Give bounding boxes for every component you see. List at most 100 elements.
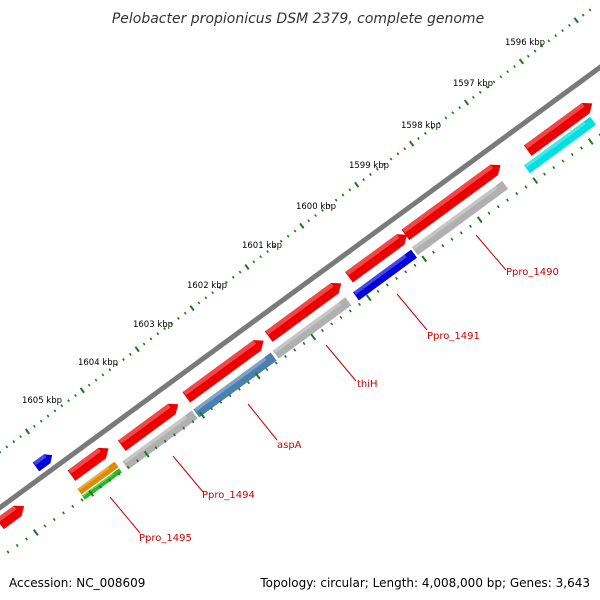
forward-gene-block[interactable] <box>117 399 182 451</box>
outer-ring-tick <box>74 393 77 397</box>
inner-ring-tick <box>108 478 112 482</box>
inner-ring-tick <box>496 205 500 209</box>
kbp-tick-label: 1600 kbp <box>296 202 336 212</box>
outer-ring-tick <box>53 409 57 413</box>
cyan-gene-block[interactable] <box>523 116 597 174</box>
forward-gene-block[interactable] <box>182 335 267 403</box>
outer-ring-tick <box>12 440 16 444</box>
kbp-tick-label: 1598 kbp <box>401 121 441 131</box>
outer-ring-tick <box>149 337 153 341</box>
gene-label[interactable]: Ppro_1490 <box>506 267 559 278</box>
inner-ring-tick <box>265 367 269 372</box>
gene-label[interactable]: Ppro_1491 <box>427 331 480 342</box>
gene-label-leader <box>247 403 278 441</box>
outer-ring-tick <box>286 234 290 238</box>
gene-block-ppro-1490[interactable] <box>411 180 509 256</box>
outer-ring-tick <box>389 157 393 161</box>
gene-block-ppro-1495-secondary[interactable] <box>81 468 123 500</box>
gene-label-leader <box>396 293 428 331</box>
outer-ring-tick <box>348 188 352 192</box>
outer-ring-tick <box>334 198 338 202</box>
outer-ring-tick <box>314 214 317 218</box>
kbp-tick-label: 1605 kbp <box>22 396 62 406</box>
outer-ring-tick <box>211 291 215 295</box>
outer-ring-tick <box>369 172 372 176</box>
outer-ring-tick <box>128 352 132 356</box>
outer-ring-tick <box>156 332 160 336</box>
inner-ring-tick <box>199 411 206 419</box>
inner-ring-tick <box>237 387 241 391</box>
outer-ring-tick <box>39 419 43 423</box>
outer-ring-tick <box>561 29 564 33</box>
outer-ring-tick <box>134 346 140 353</box>
gene-block-ppro-1495[interactable] <box>77 461 119 495</box>
outer-ring-tick <box>46 414 50 418</box>
inner-ring-tick <box>506 198 509 202</box>
forward-gene-block[interactable] <box>67 443 113 481</box>
gene-block-aspa[interactable] <box>193 352 277 418</box>
inner-ring-tick <box>15 543 19 548</box>
inner-ring-tick <box>348 309 352 313</box>
outer-ring-tick <box>478 90 482 94</box>
inner-ring-tick <box>365 294 372 302</box>
outer-ring-tick <box>375 167 379 171</box>
inner-coordinate-ring <box>6 133 600 554</box>
gene-block-ppro-1491[interactable] <box>353 249 417 301</box>
inner-ring-tick <box>254 372 261 380</box>
inner-ring-tick <box>476 216 483 224</box>
inner-ring-tick <box>247 380 250 385</box>
outer-ring-tick <box>87 383 91 387</box>
outer-ring-tick <box>327 203 331 207</box>
kbp-tick-label: 1601 kbp <box>242 241 282 251</box>
forward-gene-block[interactable] <box>523 98 596 156</box>
outer-ring-tick <box>547 39 551 43</box>
gene-label[interactable]: aspA <box>277 440 302 451</box>
gene-label[interactable]: Ppro_1494 <box>202 490 255 501</box>
kbp-tick-label: 1603 kbp <box>133 320 173 330</box>
inner-ring-tick <box>126 465 130 469</box>
kbp-tick-labels: 1596 kbp 1597 kbp 1598 kbp 1599 kbp 1600 kbp… <box>22 38 545 406</box>
kbp-tick-label: 1604 kbp <box>78 358 118 368</box>
inner-ring-tick <box>228 394 232 398</box>
inner-ring-tick <box>413 263 417 267</box>
inner-ring-tick <box>404 270 408 274</box>
forward-gene-block[interactable] <box>345 229 411 283</box>
gene-block-ppro-1494[interactable] <box>122 410 198 470</box>
outer-ring-tick <box>321 208 324 212</box>
outer-ring-tick <box>273 244 276 248</box>
outer-ring-tick <box>554 34 558 38</box>
outer-ring-tick <box>252 260 256 264</box>
outer-ring-tick <box>79 387 85 394</box>
gene-labels: Ppro_1490 Ppro_1491 thiH aspA Ppro_1494 Ppro_… <box>109 234 559 544</box>
inner-ring-tick <box>163 439 167 443</box>
outer-ring-tick <box>115 363 119 367</box>
outer-ring-tick <box>122 358 125 361</box>
inner-ring-tick <box>71 504 75 508</box>
forward-gene-block[interactable] <box>264 278 345 342</box>
outer-blue-gene-block[interactable] <box>32 451 56 472</box>
outer-ring-tick <box>5 445 9 449</box>
outer-ring-tick <box>513 65 516 69</box>
outer-ring-tick <box>485 85 489 89</box>
outer-ring-tick <box>526 54 530 58</box>
gene-label[interactable]: thiH <box>357 379 378 390</box>
outer-ring-tick <box>506 70 510 74</box>
inner-ring-tick <box>385 283 389 287</box>
forward-gene-block[interactable] <box>401 160 505 241</box>
outer-ring-tick <box>238 270 242 274</box>
kbp-tick-label: 1597 kbp <box>453 79 493 89</box>
inner-ring-tick <box>459 231 463 235</box>
gene-block-thih[interactable] <box>272 297 352 359</box>
genome-summary-text: Topology: circular; Length: 4,008,000 bp… <box>260 576 590 590</box>
gene-label-leader <box>325 344 357 382</box>
outer-ring-tick <box>266 250 269 254</box>
gene-label[interactable]: Ppro_1495 <box>139 533 192 544</box>
inner-ring-tick <box>421 255 428 263</box>
outer-ring-tick <box>244 263 250 270</box>
inner-ring-tick <box>6 550 10 554</box>
map-title: Pelobacter propionicus DSM 2379, complet… <box>112 11 484 27</box>
forward-gene-block[interactable] <box>0 501 28 530</box>
inner-ring-tick <box>570 152 574 157</box>
kbp-tick-label: 1596 kbp <box>505 38 545 48</box>
